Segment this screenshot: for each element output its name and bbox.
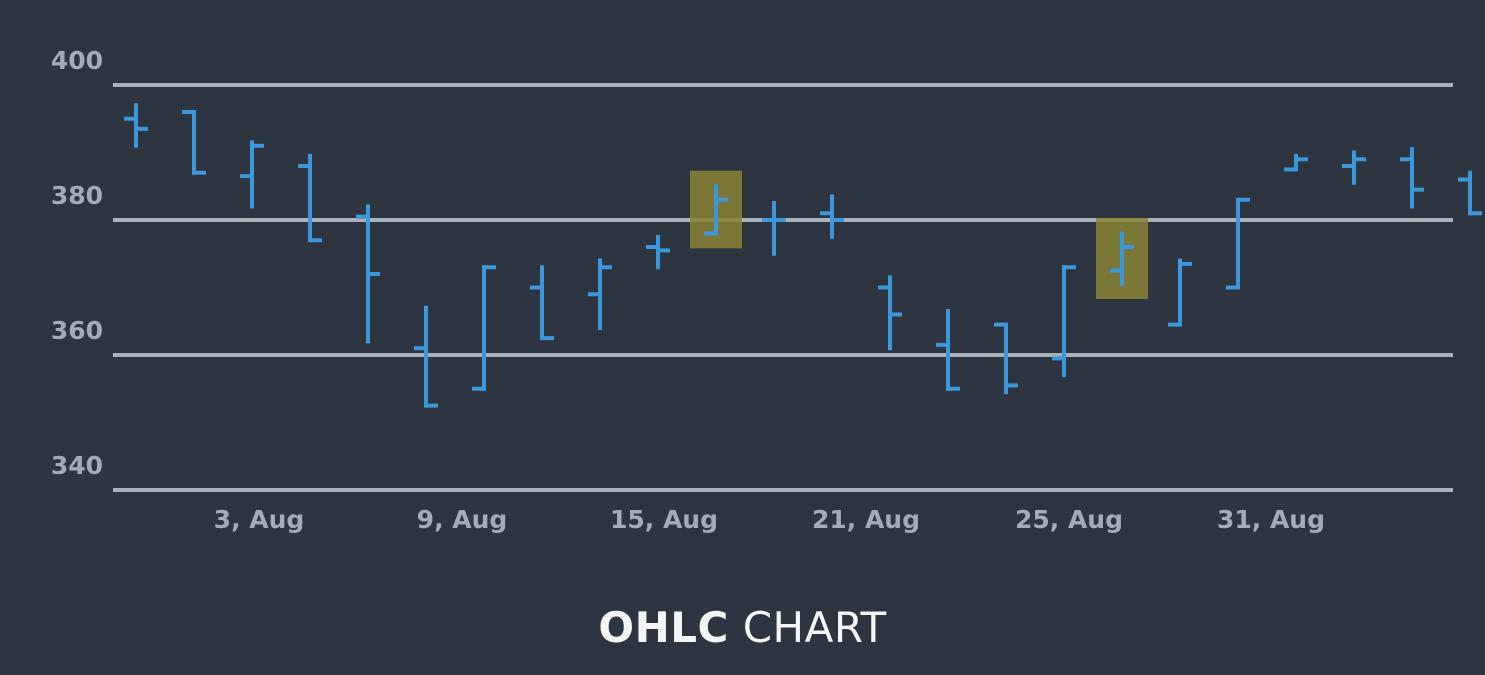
x-axis-tick-labels: 3, Aug 9, Aug 15, Aug 21, Aug 25, Aug 31, Aug <box>214 505 1325 534</box>
x-tick-label: 21, Aug <box>812 505 920 534</box>
ohlc-bar <box>646 234 670 270</box>
ohlc-bar <box>762 201 786 256</box>
x-tick-label: 9, Aug <box>417 505 508 534</box>
ohlc-bar <box>1110 231 1134 287</box>
ohlc-bar <box>1052 265 1076 378</box>
y-tick-label: 340 <box>51 451 103 480</box>
ohlc-bars <box>124 103 1482 408</box>
ohlc-bar <box>414 305 438 408</box>
y-tick-label: 380 <box>51 181 103 210</box>
ohlc-bar <box>124 103 148 148</box>
ohlc-bar <box>936 309 960 391</box>
y-tick-label: 360 <box>51 316 103 345</box>
chart-caption: OHLC CHART <box>0 603 1485 652</box>
x-tick-label: 15, Aug <box>610 505 718 534</box>
ohlc-bar <box>1458 170 1482 216</box>
x-tick-label: 31, Aug <box>1217 505 1325 534</box>
ohlc-bar <box>878 275 902 351</box>
caption-light: CHART <box>742 603 887 652</box>
ohlc-bar <box>820 194 844 239</box>
ohlc-bar <box>530 265 554 341</box>
ohlc-bar <box>588 258 612 330</box>
ohlc-bar <box>240 140 264 209</box>
x-tick-label: 3, Aug <box>214 505 305 534</box>
ohlc-bar <box>298 153 322 243</box>
ohlc-bar <box>994 322 1018 395</box>
ohlc-bar <box>1226 197 1250 290</box>
caption-bold: OHLC <box>598 603 729 652</box>
highlight-markers <box>690 170 1148 299</box>
gridlines <box>113 83 1453 492</box>
y-axis-tick-labels: 400 380 360 340 <box>51 46 103 480</box>
ohlc-bar <box>1284 153 1308 172</box>
ohlc-bar <box>1342 150 1366 185</box>
ohlc-bar <box>1168 258 1192 327</box>
ohlc-bar <box>1400 147 1424 209</box>
x-tick-label: 25, Aug <box>1015 505 1123 534</box>
ohlc-bar <box>704 184 728 236</box>
ohlc-bar <box>182 110 206 175</box>
ohlc-bar <box>472 265 496 391</box>
ohlc-bar <box>356 204 380 344</box>
y-tick-label: 400 <box>51 46 103 75</box>
